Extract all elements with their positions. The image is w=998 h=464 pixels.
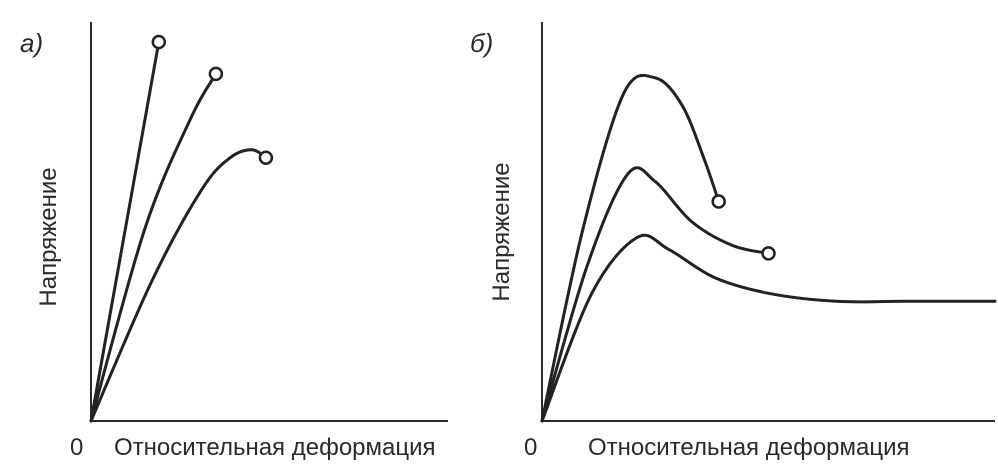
panel-b: б) Напряжение 0 Относительная деформация [470, 22, 997, 461]
panel-b-origin-label: 0 [524, 434, 537, 461]
panel-a-series [89, 34, 274, 423]
panel-a-origin-label: 0 [70, 434, 83, 461]
panel-a-curve-2 [89, 72, 218, 423]
panel-a-curve-3 [89, 148, 268, 423]
panel-b-curve-2-end-marker [761, 246, 776, 261]
panel-a-x-axis-label: Относительная деформация [114, 434, 436, 461]
panel-b-label: б) [470, 28, 493, 58]
panel-a-curve-2-end-marker [208, 66, 224, 82]
panel-b-curve-1-end-marker [711, 194, 726, 209]
panel-a: а) Напряжение 0 Относительная деформация [20, 22, 448, 461]
panel-b-curve-1 [540, 73, 721, 423]
panel-a-curve-3-end-marker [258, 150, 274, 165]
panel-b-series [540, 73, 997, 423]
panel-a-curve-1-end-marker [151, 34, 167, 50]
panel-b-curve-3 [540, 233, 997, 423]
panel-a-label: а) [20, 28, 43, 58]
panel-b-y-axis-label: Напряжение [488, 162, 515, 301]
panel-a-y-axis-label: Напряжение [35, 167, 62, 306]
panel-b-x-axis-label: Относительная деформация [588, 434, 910, 461]
panel-b-curve-2 [540, 166, 770, 423]
panel-a-curve-1 [89, 40, 161, 423]
